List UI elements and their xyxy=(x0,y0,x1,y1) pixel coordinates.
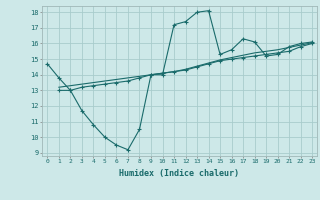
X-axis label: Humidex (Indice chaleur): Humidex (Indice chaleur) xyxy=(119,169,239,178)
